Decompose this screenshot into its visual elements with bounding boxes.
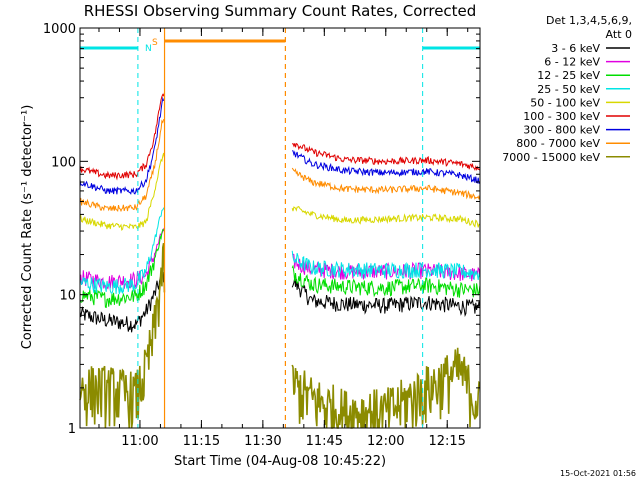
y-tick-label-2: 10 — [59, 289, 76, 304]
series-line-1-segment-2 — [291, 277, 481, 317]
legend-label-5: 50 - 100 keV — [530, 96, 600, 109]
series-line-8-segment-1 — [79, 119, 165, 213]
x-axis-label: Start Time (04-Aug-08 10:45:22) — [174, 454, 386, 469]
axes: 1 10 100 1000 11:00 11:15 11:30 11:45 12:00 12:15 — [43, 22, 481, 449]
series-line-6-segment-2 — [291, 142, 481, 172]
night-flag-label: N — [145, 44, 152, 54]
generation-timestamp: 15-Oct-2021 01:56 — [560, 469, 636, 478]
series-line-2-segment-1 — [79, 227, 165, 290]
chart-title: RHESSI Observing Summary Count Rates, Co… — [84, 2, 477, 20]
legend-label-6: 100 - 300 keV — [523, 110, 600, 123]
y-tick-label-3: 100 — [51, 155, 76, 170]
y-tick-label-4: 1000 — [43, 22, 76, 37]
legend-label-4: 25 - 50 keV — [537, 83, 600, 96]
series-line-9-segment-2 — [291, 347, 481, 429]
x-tick-label-2: 11:15 — [183, 434, 220, 449]
series-line-3-segment-1 — [79, 228, 165, 309]
series-line-5-segment-2 — [291, 205, 481, 228]
y-tick-label-1: 1 — [68, 422, 76, 437]
x-tick-label-5: 12:00 — [367, 434, 404, 449]
series-line-3-segment-2 — [291, 264, 481, 298]
series-line-4-segment-2 — [291, 250, 481, 280]
x-tick-label-6: 12:15 — [428, 434, 465, 449]
series-line-9-segment-1 — [79, 243, 166, 429]
plot-frame — [79, 27, 481, 429]
legend-label-2: 6 - 12 keV — [544, 56, 600, 69]
x-tick-label-1: 11:00 — [121, 434, 158, 449]
series-line-4-segment-1 — [80, 207, 165, 295]
series-line-7-segment-2 — [292, 150, 481, 185]
x-tick-label-4: 11:45 — [306, 434, 343, 449]
series-line-6-segment-1 — [79, 92, 165, 181]
series-line-5-segment-1 — [79, 152, 165, 231]
legend-title-line-1: Det 1,3,4,5,6,9, — [546, 14, 632, 27]
series-line-7-segment-1 — [79, 96, 165, 195]
legend-label-3: 12 - 25 keV — [537, 69, 600, 82]
legend-label-1: 3 - 6 keV — [551, 42, 600, 55]
legend-label-8: 800 - 7000 keV — [516, 137, 600, 150]
series-line-1-segment-1 — [79, 268, 165, 333]
x-tick-label-3: 11:30 — [244, 434, 281, 449]
saa-flag-label: S — [152, 38, 158, 48]
series-line-8-segment-2 — [291, 167, 481, 200]
legend-label-9: 7000 - 15000 keV — [502, 151, 600, 164]
legend-title-line-2: Att 0 — [606, 28, 632, 41]
y-axis-label: Corrected Count Rate (s⁻¹ detector⁻¹) — [20, 105, 35, 350]
plot-area: SN — [79, 28, 481, 429]
legend-label-7: 300 - 800 keV — [523, 124, 600, 137]
